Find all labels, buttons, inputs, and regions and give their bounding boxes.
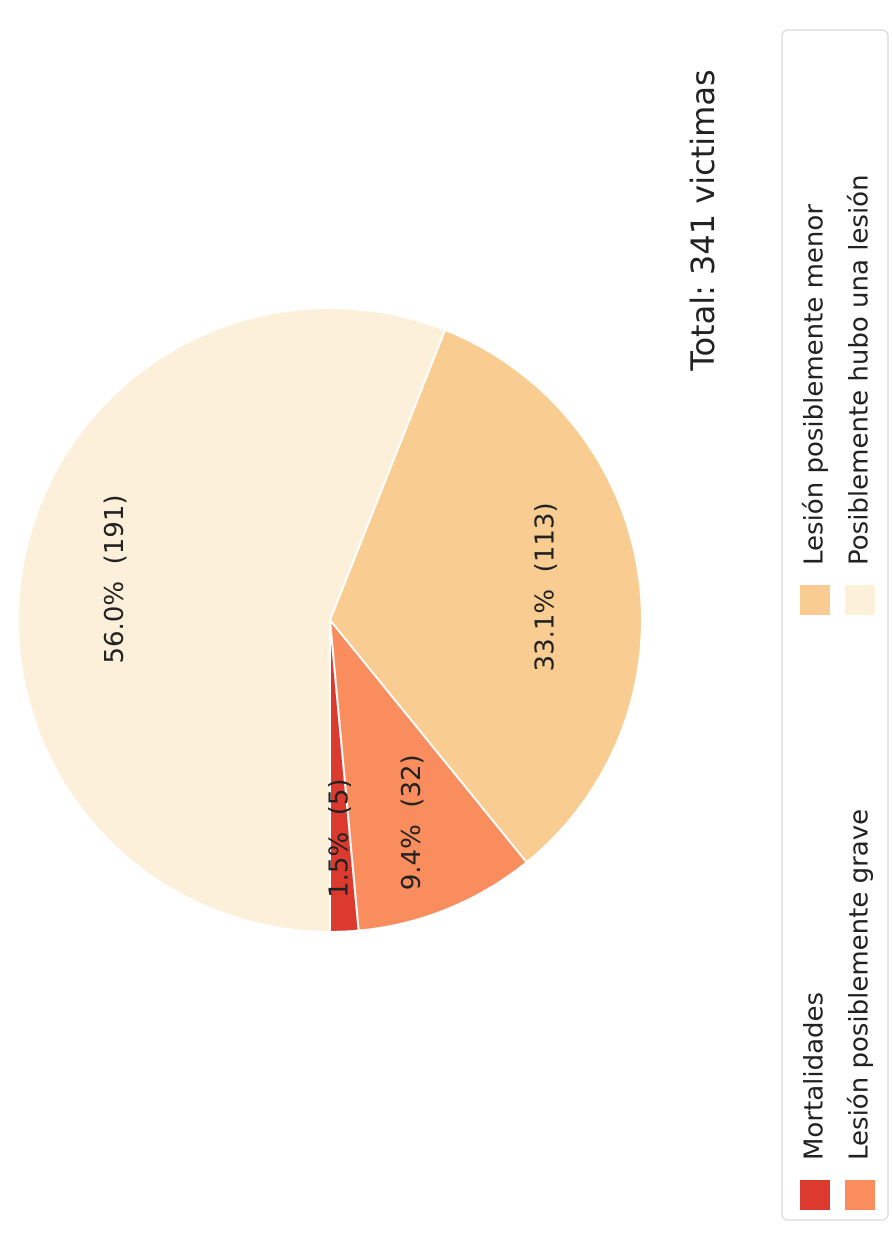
pie-slice <box>328 616 529 932</box>
legend-label: Mortalidades <box>800 992 830 1160</box>
pie-slice <box>328 328 643 864</box>
legend-label: Lesión posiblemente grave <box>845 809 875 1160</box>
rotated-frame: Total: 341 victimas 1.5% (5) 9.4% (32) 33.… <box>17 29 889 1221</box>
legend-label: Posiblemente hubo una lesión <box>845 174 875 565</box>
legend-swatch <box>845 1180 875 1210</box>
slice-label: 1.5% (5) <box>325 778 355 897</box>
legend-box <box>781 29 889 1221</box>
pie-slice <box>17 307 447 934</box>
slice-label: 33.1% (113) <box>530 502 560 671</box>
legend-label: Lesión posiblemente menor <box>800 204 830 565</box>
chart-title: Total: 341 victimas <box>684 69 722 371</box>
legend-swatch <box>800 585 830 615</box>
legend-swatch <box>845 585 875 615</box>
slice-label: 9.4% (32) <box>397 754 427 890</box>
slice-label: 56.0% (191) <box>100 494 130 663</box>
legend-swatch <box>800 1180 830 1210</box>
